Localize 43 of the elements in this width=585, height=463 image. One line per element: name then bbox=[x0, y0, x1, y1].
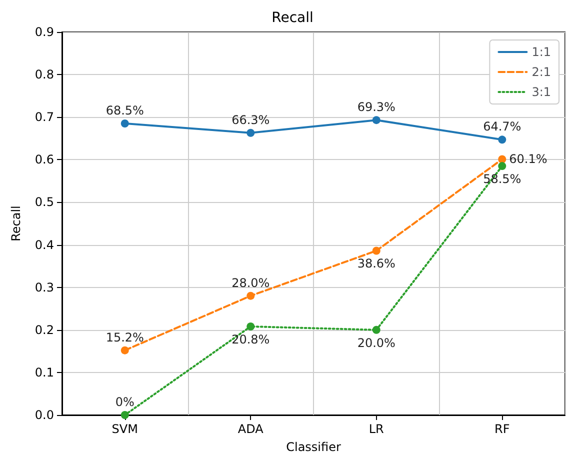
x-axis-title: Classifier bbox=[286, 440, 341, 454]
point bbox=[120, 346, 129, 354]
point bbox=[372, 116, 380, 124]
legend-label: 1:1 bbox=[532, 45, 551, 59]
y-tick-label: 0.7 bbox=[34, 110, 54, 124]
data-label: 20.8% bbox=[232, 332, 270, 346]
y-axis-title: Recall bbox=[9, 206, 23, 242]
y-tick-label: 0.0 bbox=[34, 408, 54, 422]
point bbox=[246, 292, 255, 300]
chart-title: Recall bbox=[272, 10, 314, 26]
y-tick-label: 0.2 bbox=[34, 322, 54, 337]
x-tick-label: SVM bbox=[112, 422, 138, 436]
data-label: 64.7% bbox=[483, 120, 522, 134]
point bbox=[120, 411, 129, 419]
point bbox=[372, 246, 380, 255]
legend-label: 2:1 bbox=[532, 65, 551, 79]
point bbox=[246, 322, 255, 330]
y-tick-label: 0.5 bbox=[34, 195, 54, 210]
data-label: 28.0% bbox=[232, 276, 270, 290]
y-tick-label: 0.1 bbox=[34, 365, 54, 380]
data-label: 20.0% bbox=[357, 336, 396, 350]
data-label: 68.5% bbox=[106, 103, 144, 118]
y-tick-label: 0.6 bbox=[34, 152, 54, 167]
point bbox=[372, 326, 380, 334]
data-label: 60.1% bbox=[509, 152, 548, 166]
y-tick-label: 0.9 bbox=[34, 25, 54, 39]
y-tick-label: 0.8 bbox=[34, 68, 54, 82]
x-tick-label: ADA bbox=[238, 422, 264, 436]
y-tick-label: 0.4 bbox=[34, 238, 54, 252]
y-tick-label: 0.3 bbox=[34, 280, 54, 294]
point bbox=[498, 162, 506, 170]
data-label: 15.2% bbox=[106, 330, 144, 344]
point bbox=[498, 155, 506, 164]
legend-label: 3:1 bbox=[532, 85, 551, 99]
point bbox=[246, 128, 255, 137]
x-tick-label: RF bbox=[494, 422, 510, 436]
data-label: 0% bbox=[115, 395, 134, 409]
point bbox=[120, 119, 129, 128]
x-tick-label: LR bbox=[368, 422, 384, 436]
point bbox=[498, 136, 506, 144]
data-label: 66.3% bbox=[232, 112, 270, 127]
data-label: 38.6% bbox=[357, 256, 396, 271]
data-label: 69.3% bbox=[357, 100, 396, 114]
